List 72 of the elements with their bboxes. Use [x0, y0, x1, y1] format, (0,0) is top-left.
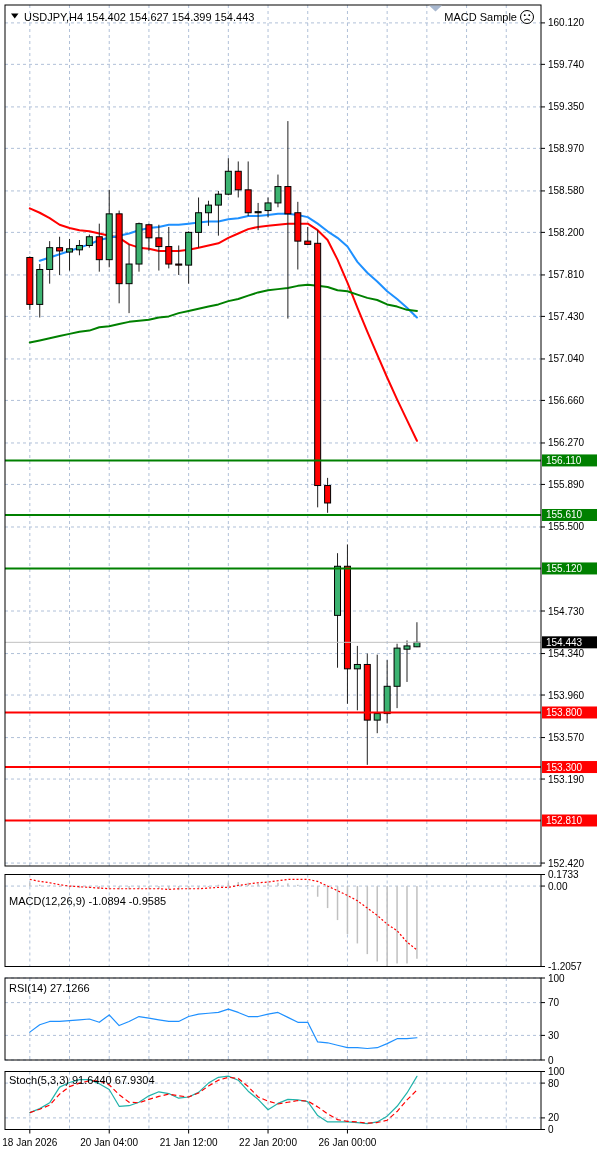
y-tick-label: 100 — [548, 972, 566, 984]
y-tick-label: 30 — [548, 1029, 560, 1041]
y-tick-label: 160.120 — [548, 17, 585, 29]
y-tick-label: 0.1733 — [548, 869, 580, 880]
text: MACD Sample — [444, 11, 517, 23]
y-tick-label: 20 — [548, 1112, 560, 1124]
ref-line-label: 155.610 — [546, 509, 583, 521]
y-tick-label: 100 — [548, 1066, 566, 1077]
ref-line-label: 156.110 — [546, 454, 582, 466]
y-tick-label: 70 — [548, 997, 560, 1009]
x-tick-label: 21 Jan 12:00 — [159, 1136, 218, 1148]
line-series — [28, 283, 418, 344]
candlestick — [195, 196, 203, 249]
candlestick — [155, 224, 163, 272]
candlestick — [264, 196, 272, 218]
y-tick-label: 158.580 — [548, 185, 585, 197]
candlestick — [234, 160, 242, 198]
ref-line-label: 155.120 — [546, 562, 583, 574]
y-tick-label: 154.730 — [548, 605, 585, 617]
x-tick-label: 18 Jan 2026 — [2, 1136, 58, 1148]
y-tick-label: 153.570 — [548, 732, 585, 744]
line-series — [28, 207, 418, 442]
y-tick-label: 155.500 — [548, 521, 585, 533]
line-series — [38, 212, 418, 319]
ref-line-label: 154.443 — [546, 636, 583, 648]
candlestick — [125, 243, 133, 314]
y-tick-label: 155.890 — [548, 478, 585, 490]
x-tick-label: 26 Jan 00:00 — [318, 1136, 377, 1148]
candlestick — [145, 223, 153, 252]
y-tick-label: 152.420 — [548, 857, 585, 869]
candlestick — [324, 477, 332, 514]
y-tick-label: 0 — [548, 1124, 554, 1135]
y-tick-label: 156.270 — [548, 437, 585, 449]
y-tick-label: 159.740 — [548, 58, 585, 70]
ref-line-label: 153.300 — [546, 761, 583, 773]
x-tick-label: 20 Jan 04:00 — [80, 1136, 139, 1148]
y-tick-label: 0.00 — [548, 880, 568, 892]
candlestick — [224, 157, 232, 196]
y-tick-label: 0 — [548, 1054, 554, 1066]
y-tick-label: 157.040 — [548, 353, 585, 365]
y-tick-label: 80 — [548, 1077, 560, 1089]
candlestick — [403, 639, 411, 683]
y-tick-label: 158.200 — [548, 226, 585, 238]
y-tick-label: 153.190 — [548, 773, 585, 785]
candlestick — [254, 202, 262, 231]
y-tick-label: 154.340 — [548, 648, 585, 660]
y-tick-label: 153.960 — [548, 689, 585, 701]
candlestick — [66, 238, 74, 272]
candlestick — [95, 223, 103, 273]
y-tick-label: 157.810 — [548, 269, 585, 281]
text: MACD(12,26,9) -1.0894 -0.9585 — [9, 894, 167, 907]
y-tick-label: 157.430 — [548, 310, 585, 322]
y-tick-label: -1.2057 — [548, 961, 583, 972]
line-series — [29, 1008, 418, 1050]
y-tick-label: 156.660 — [548, 394, 585, 406]
ref-line-label: 152.810 — [546, 815, 583, 826]
ref-line-label: 153.800 — [546, 706, 583, 718]
candlestick — [46, 240, 54, 285]
candlestick — [353, 645, 361, 711]
chart-title: RSI(14) 27.1266 — [9, 982, 90, 994]
x-tick-label: 22 Jan 20:00 — [239, 1136, 298, 1148]
candlestick — [204, 200, 212, 227]
candlestick — [175, 244, 183, 276]
y-tick-label: 158.970 — [548, 142, 585, 154]
y-tick-label: 159.350 — [548, 101, 585, 113]
candlestick — [165, 226, 173, 269]
candlestick — [244, 160, 252, 217]
candlestick — [274, 174, 282, 208]
text: USDJPY,H4 154.402 154.627 154.399 154.443 — [24, 11, 255, 23]
candlestick — [373, 654, 381, 734]
candlestick — [56, 236, 64, 276]
candlestick — [214, 190, 222, 237]
